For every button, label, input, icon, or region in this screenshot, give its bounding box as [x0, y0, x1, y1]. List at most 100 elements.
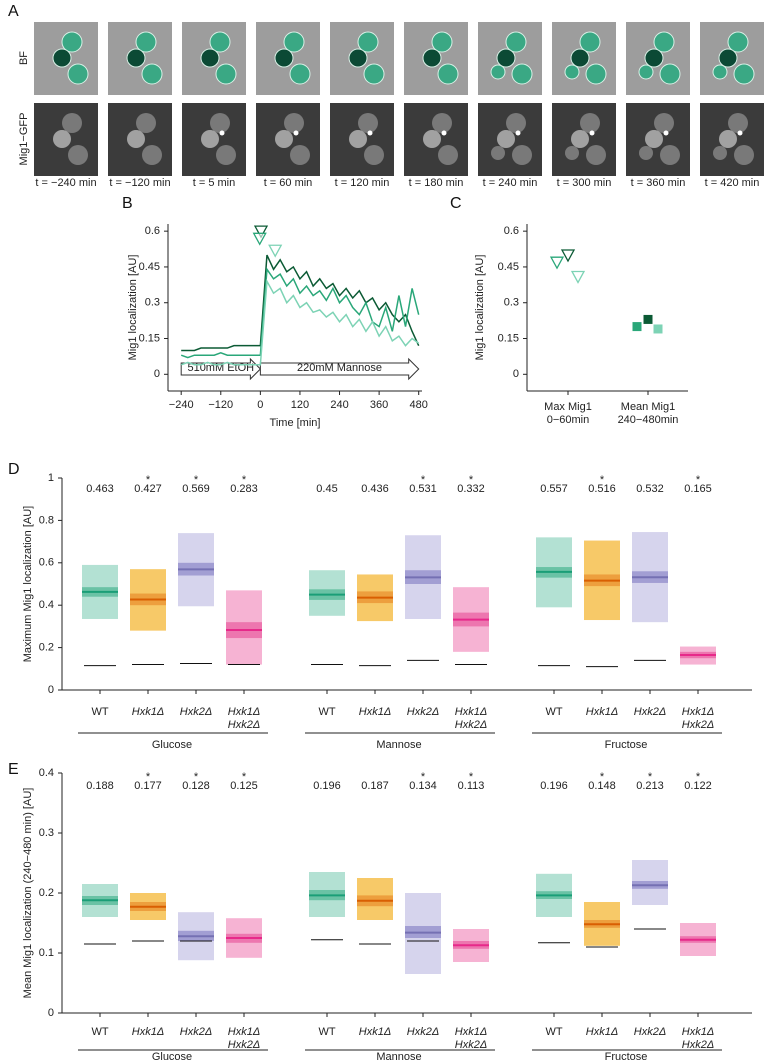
cell	[284, 113, 304, 133]
cell	[275, 130, 293, 148]
y-tick-label: 0.8	[39, 514, 54, 526]
median-label: 0.283	[230, 483, 258, 495]
cell	[564, 64, 580, 80]
median-label: 0.128	[182, 780, 210, 792]
cell	[580, 113, 600, 133]
y-tick-label: 0.15	[498, 332, 519, 344]
peak-marker	[252, 232, 267, 246]
median-label: 0.196	[540, 780, 568, 792]
significance: *	[469, 771, 474, 783]
phase-label: 510mM EtOH	[187, 362, 254, 374]
x-tick-label: 0−60min	[547, 414, 590, 426]
time-label: t = −240 min	[35, 177, 96, 189]
y-tick-label: 0.15	[139, 332, 160, 344]
x-tick-label: Mean Mig1	[621, 401, 675, 413]
median-label: 0.516	[588, 483, 616, 495]
x-tick-label: Hxk1Δ	[359, 1026, 391, 1038]
row-label: Mig1−GFP	[18, 113, 30, 166]
cell	[290, 145, 310, 165]
median-label: 0.427	[134, 483, 162, 495]
x-tick-label: Hxk1Δ	[132, 706, 164, 718]
cell	[200, 48, 220, 68]
x-tick-label: Hxk2Δ	[180, 706, 212, 718]
phase-arrow	[259, 357, 420, 381]
x-tick-label: Hxk2Δ	[682, 719, 714, 731]
significance: *	[696, 474, 701, 486]
median-label: 0.332	[457, 483, 485, 495]
x-tick-label: Hxk1Δ	[586, 1026, 618, 1038]
x-tick-label: Hxk1Δ	[682, 1026, 714, 1038]
cell	[565, 146, 579, 160]
time-label: t = 360 min	[631, 177, 686, 189]
spot	[663, 130, 669, 136]
point	[653, 324, 663, 334]
significance: *	[194, 771, 199, 783]
significance: *	[648, 771, 653, 783]
spot	[737, 130, 743, 136]
significance: *	[146, 474, 151, 486]
cell	[496, 48, 516, 68]
x-tick-label: Hxk1Δ	[359, 706, 391, 718]
median-label: 0.45	[316, 483, 337, 495]
x-tick-label: −120	[208, 399, 233, 411]
y-tick-label: 0.2	[39, 642, 54, 654]
y-axis-label: Maximum Mig1 localization [AU]	[22, 506, 34, 663]
cell	[654, 113, 674, 133]
cell	[734, 145, 754, 165]
x-tick-label: Hxk1Δ	[228, 706, 260, 718]
x-tick-label: Hxk2Δ	[228, 719, 260, 731]
cell	[727, 31, 749, 53]
cell	[348, 48, 368, 68]
peak-marker	[268, 244, 283, 258]
cell	[585, 63, 607, 85]
point	[560, 249, 576, 263]
significance: *	[242, 771, 247, 783]
cell	[733, 63, 755, 85]
median-label: 0.531	[409, 483, 437, 495]
significance: *	[469, 474, 474, 486]
time-label: t = 120 min	[335, 177, 390, 189]
time-label: t = 300 min	[557, 177, 612, 189]
panel-label: C	[450, 195, 462, 212]
group-label: Mannose	[376, 1051, 421, 1063]
cell	[712, 64, 728, 80]
x-axis-label: Time [min]	[270, 417, 321, 429]
cell	[438, 145, 458, 165]
y-tick-label: 0	[48, 1007, 54, 1019]
y-tick-label: 0.6	[145, 225, 160, 237]
cell	[61, 31, 83, 53]
median-label: 0.188	[86, 780, 114, 792]
x-tick-label: Hxk1Δ	[455, 706, 487, 718]
spot	[293, 130, 299, 136]
cell	[512, 145, 532, 165]
x-tick-label: Hxk2Δ	[682, 1039, 714, 1051]
spot	[219, 130, 225, 136]
x-tick-label: 120	[291, 399, 309, 411]
time-label: t = 180 min	[409, 177, 464, 189]
y-tick-label: 0.45	[498, 261, 519, 273]
panel-label: A	[8, 3, 19, 20]
cell	[201, 130, 219, 148]
cell	[363, 63, 385, 85]
cell	[210, 113, 230, 133]
median-label: 0.436	[361, 483, 389, 495]
time-label: t = −120 min	[109, 177, 170, 189]
group-label: Fructose	[605, 1051, 648, 1063]
cell	[653, 31, 675, 53]
cell	[432, 113, 452, 133]
group-label: Fructose	[605, 739, 648, 751]
cell	[141, 63, 163, 85]
cell	[349, 130, 367, 148]
cell	[659, 63, 681, 85]
significance: *	[146, 771, 151, 783]
median-label: 0.165	[684, 483, 712, 495]
line	[180, 267, 420, 359]
panel-label: D	[8, 461, 20, 478]
cell	[423, 130, 441, 148]
spot	[441, 130, 447, 136]
group-label: Mannose	[376, 739, 421, 751]
cell	[511, 63, 533, 85]
line	[180, 278, 420, 366]
x-tick-label: WT	[318, 706, 335, 718]
